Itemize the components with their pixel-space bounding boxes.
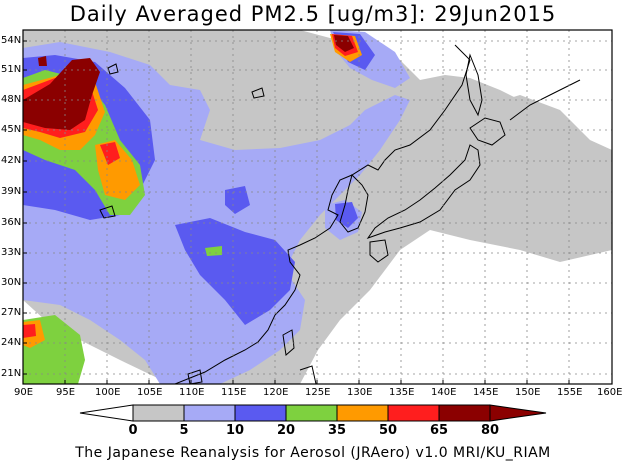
lon-label-125e: 125E bbox=[305, 387, 331, 398]
lat-label-45n: 45N bbox=[1, 124, 22, 135]
colorbar-label-20: 20 bbox=[276, 423, 296, 438]
lat-label-21n: 21N bbox=[1, 368, 22, 379]
colorbar-segment-0 bbox=[79, 404, 134, 422]
coastline-hainan bbox=[187, 369, 203, 385]
lon-label-105e: 105E bbox=[137, 387, 163, 398]
colorbar-label-0: 0 bbox=[128, 423, 138, 438]
lat-label-30n: 30N bbox=[1, 277, 22, 288]
lon-label-115e: 115E bbox=[221, 387, 247, 398]
axis-ticks bbox=[23, 40, 570, 384]
coastline-hokkaido bbox=[469, 117, 506, 146]
coastline-kuril bbox=[509, 79, 581, 121]
map-title: Daily Averaged PM2.5 [ug/m3]: 29Jun2015 bbox=[69, 2, 557, 26]
field-blue-east-blob bbox=[225, 186, 250, 214]
coastline-sakhalin bbox=[465, 53, 483, 117]
coastline-korea bbox=[339, 174, 369, 233]
lon-label-95e: 95E bbox=[56, 387, 76, 398]
coastlines bbox=[99, 44, 581, 385]
lon-label-155e: 155E bbox=[557, 387, 583, 398]
lon-label-130e: 130E bbox=[347, 387, 373, 398]
lat-label-54n: 54N bbox=[1, 35, 22, 46]
coastline-lake-3 bbox=[107, 63, 119, 75]
gridlines bbox=[23, 30, 612, 384]
lon-label-120e: 120E bbox=[263, 387, 289, 398]
lat-label-48n: 48N bbox=[1, 94, 22, 105]
lat-label-27n: 27N bbox=[1, 307, 22, 318]
coastline-kyushu bbox=[369, 239, 389, 263]
colorbar-label-35: 35 bbox=[327, 423, 347, 438]
lat-label-36n: 36N bbox=[1, 217, 22, 228]
colorbar bbox=[79, 404, 547, 422]
lon-label-160e: 160E bbox=[597, 387, 623, 398]
colorbar-segment-4 bbox=[285, 404, 338, 422]
field-gray-east bbox=[455, 95, 612, 230]
colorbar-label-5: 5 bbox=[179, 423, 189, 438]
colorbar-label-50: 50 bbox=[378, 423, 398, 438]
colorbar-label-10: 10 bbox=[225, 423, 245, 438]
field-darkred-west bbox=[23, 58, 100, 130]
lat-label-24n: 24N bbox=[1, 337, 22, 348]
colorbar-segment-3 bbox=[234, 404, 287, 422]
coastline-taiwan bbox=[282, 329, 295, 356]
colorbar-segment-6 bbox=[387, 404, 440, 422]
lon-label-100e: 100E bbox=[95, 387, 121, 398]
field-darkred-north bbox=[334, 35, 354, 52]
lon-label-90e: 90E bbox=[14, 387, 34, 398]
field-blue-central bbox=[175, 218, 295, 325]
colorbar-segment-1 bbox=[132, 404, 185, 422]
colorbar-segment-7 bbox=[438, 404, 491, 422]
lon-label-140e: 140E bbox=[431, 387, 457, 398]
lat-label-33n: 33N bbox=[1, 247, 22, 258]
colorbar-label-65: 65 bbox=[429, 423, 449, 438]
lon-label-110e: 110E bbox=[179, 387, 205, 398]
field-darkred-dot bbox=[38, 56, 47, 66]
lat-label-42n: 42N bbox=[1, 155, 22, 166]
credit-line: The Japanese Reanalysis for Aerosol (JRA… bbox=[75, 445, 551, 461]
colorbar-label-80: 80 bbox=[480, 423, 500, 438]
lon-label-135e: 135E bbox=[389, 387, 415, 398]
coastline-lake-2 bbox=[251, 87, 265, 99]
lon-label-150e: 150E bbox=[515, 387, 541, 398]
coastline-china bbox=[174, 44, 471, 385]
colorbar-segment-2 bbox=[183, 404, 236, 422]
field-red-south bbox=[23, 324, 36, 338]
field-green-small bbox=[205, 246, 222, 256]
field-red-blob bbox=[100, 142, 120, 165]
concentration-fields bbox=[23, 30, 612, 384]
coastline-lake-1 bbox=[99, 205, 116, 219]
colorbar-segment-8 bbox=[489, 404, 547, 422]
coastline-japan-honshu bbox=[366, 144, 481, 239]
lat-label-39n: 39N bbox=[1, 186, 22, 197]
colorbar-segment-5 bbox=[336, 404, 389, 422]
lon-label-145e: 145E bbox=[473, 387, 499, 398]
lat-label-51n: 51N bbox=[1, 64, 22, 75]
field-blue-korea bbox=[335, 202, 358, 228]
coastline-philippines bbox=[299, 365, 317, 385]
